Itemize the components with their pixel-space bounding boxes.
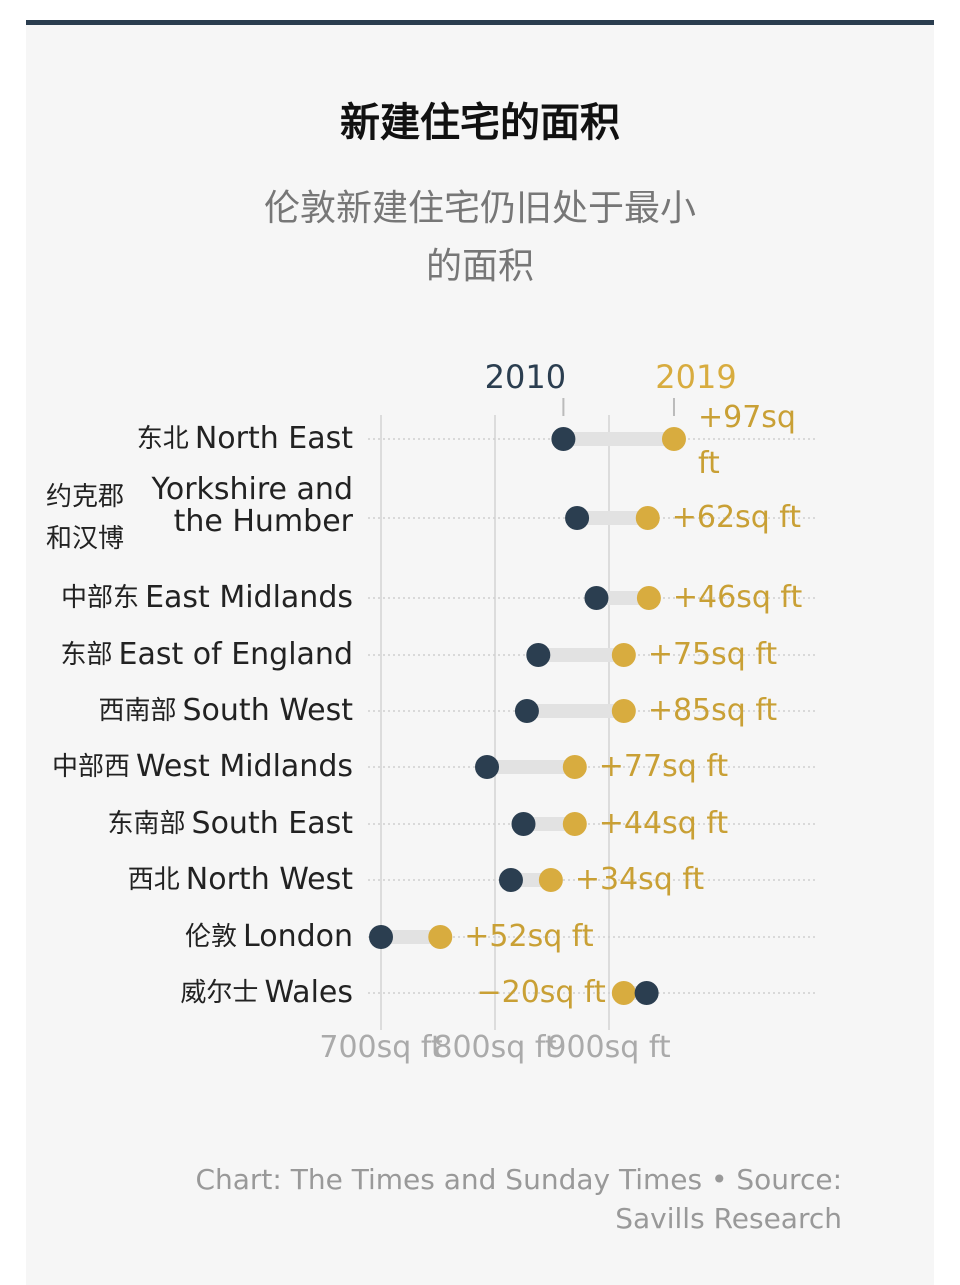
- row-label: 西北 North West: [128, 864, 353, 896]
- dot-2019: [562, 755, 587, 779]
- row-label-zh: 中部西: [52, 752, 131, 782]
- row-label-zh: 中部东: [61, 583, 140, 613]
- row-label-en: West Midlands: [136, 749, 353, 784]
- dot-2010: [634, 981, 659, 1005]
- row-label-en: Yorkshire and the Humber: [151, 472, 354, 539]
- row-label: 中部东 East Midlands: [61, 582, 353, 614]
- chart-card: [26, 20, 934, 1285]
- dot-2019: [428, 925, 453, 949]
- row-label-en: North East: [194, 421, 353, 456]
- dot-2010: [551, 427, 576, 451]
- x-tick-label: 800sq ft: [433, 1030, 557, 1065]
- delta-label: +46sq ft: [672, 580, 803, 615]
- dot-2019: [538, 868, 563, 892]
- row-label: 约克郡和汉博 Yorkshire and the Humber: [46, 472, 354, 560]
- delta-label: +52sq ft: [464, 919, 594, 954]
- dot-2019: [611, 981, 636, 1005]
- row-label-en: South East: [191, 806, 353, 841]
- dot-2010: [369, 925, 393, 949]
- delta-label: +44sq ft: [598, 806, 729, 841]
- dot-2010: [584, 586, 609, 610]
- row-label-zh: 威尔士: [180, 978, 259, 1008]
- row-label: 东南部 South East: [108, 808, 353, 840]
- row-label-en: Wales: [264, 975, 353, 1010]
- dot-2019: [661, 427, 686, 451]
- row-label: 威尔士 Wales: [180, 977, 353, 1009]
- row-label-en: North West: [185, 862, 353, 897]
- dot-2010: [526, 643, 551, 667]
- delta-label: +62sq ft: [671, 500, 802, 535]
- row-label-zh: 伦敦: [185, 922, 238, 952]
- row-label: 西南部 South West: [99, 695, 354, 727]
- dot-2010: [511, 812, 536, 836]
- delta-label: +77sq ft: [598, 749, 729, 784]
- row-label-zh: 西北: [127, 865, 180, 895]
- row-label-en: London: [243, 919, 353, 954]
- row-label-en: East Midlands: [145, 580, 353, 615]
- row-label-zh: 东南部: [107, 809, 186, 839]
- delta-label: −20sq ft: [476, 975, 606, 1010]
- row-label-en: East of England: [118, 637, 353, 672]
- row-label-zh: 西南部: [98, 696, 177, 726]
- row-label: 东北 North East: [137, 423, 353, 455]
- row-label-zh: 东北: [136, 424, 189, 454]
- dot-2010: [475, 755, 500, 779]
- delta-label: +34sq ft: [574, 862, 705, 897]
- dot-2019: [635, 506, 660, 530]
- row-label-zh: 东部: [60, 640, 113, 670]
- delta-label: +97sq ft: [697, 400, 796, 481]
- chart-title: 新建住宅的面积: [340, 100, 620, 146]
- dot-2010: [565, 506, 590, 530]
- dot-2019: [611, 643, 636, 667]
- x-tick-label: 700sq ft: [319, 1030, 443, 1065]
- dot-2019: [636, 586, 661, 610]
- legend-2010: 2010: [484, 358, 567, 396]
- x-tick-label: 900sq ft: [547, 1030, 671, 1065]
- dot-2010: [514, 699, 539, 723]
- chart-subtitle: 伦敦新建住宅仍旧处于最小的面积: [263, 188, 696, 287]
- chart-source: Chart: The Times and Sunday Times • Sour…: [195, 1163, 842, 1235]
- row-label: 中部西 West Midlands: [52, 751, 353, 783]
- row-label: 伦敦 London: [185, 921, 353, 953]
- dot-2010: [498, 868, 523, 892]
- row-label-zh: 约克郡和汉博: [46, 482, 125, 554]
- row-label-en: South West: [182, 693, 353, 728]
- dot-2019: [562, 812, 587, 836]
- row-label: 东部 East of England: [60, 639, 353, 671]
- delta-label: +85sq ft: [647, 693, 778, 728]
- dot-2019: [611, 699, 636, 723]
- delta-label: +75sq ft: [647, 637, 778, 672]
- legend-2019: 2019: [655, 358, 737, 396]
